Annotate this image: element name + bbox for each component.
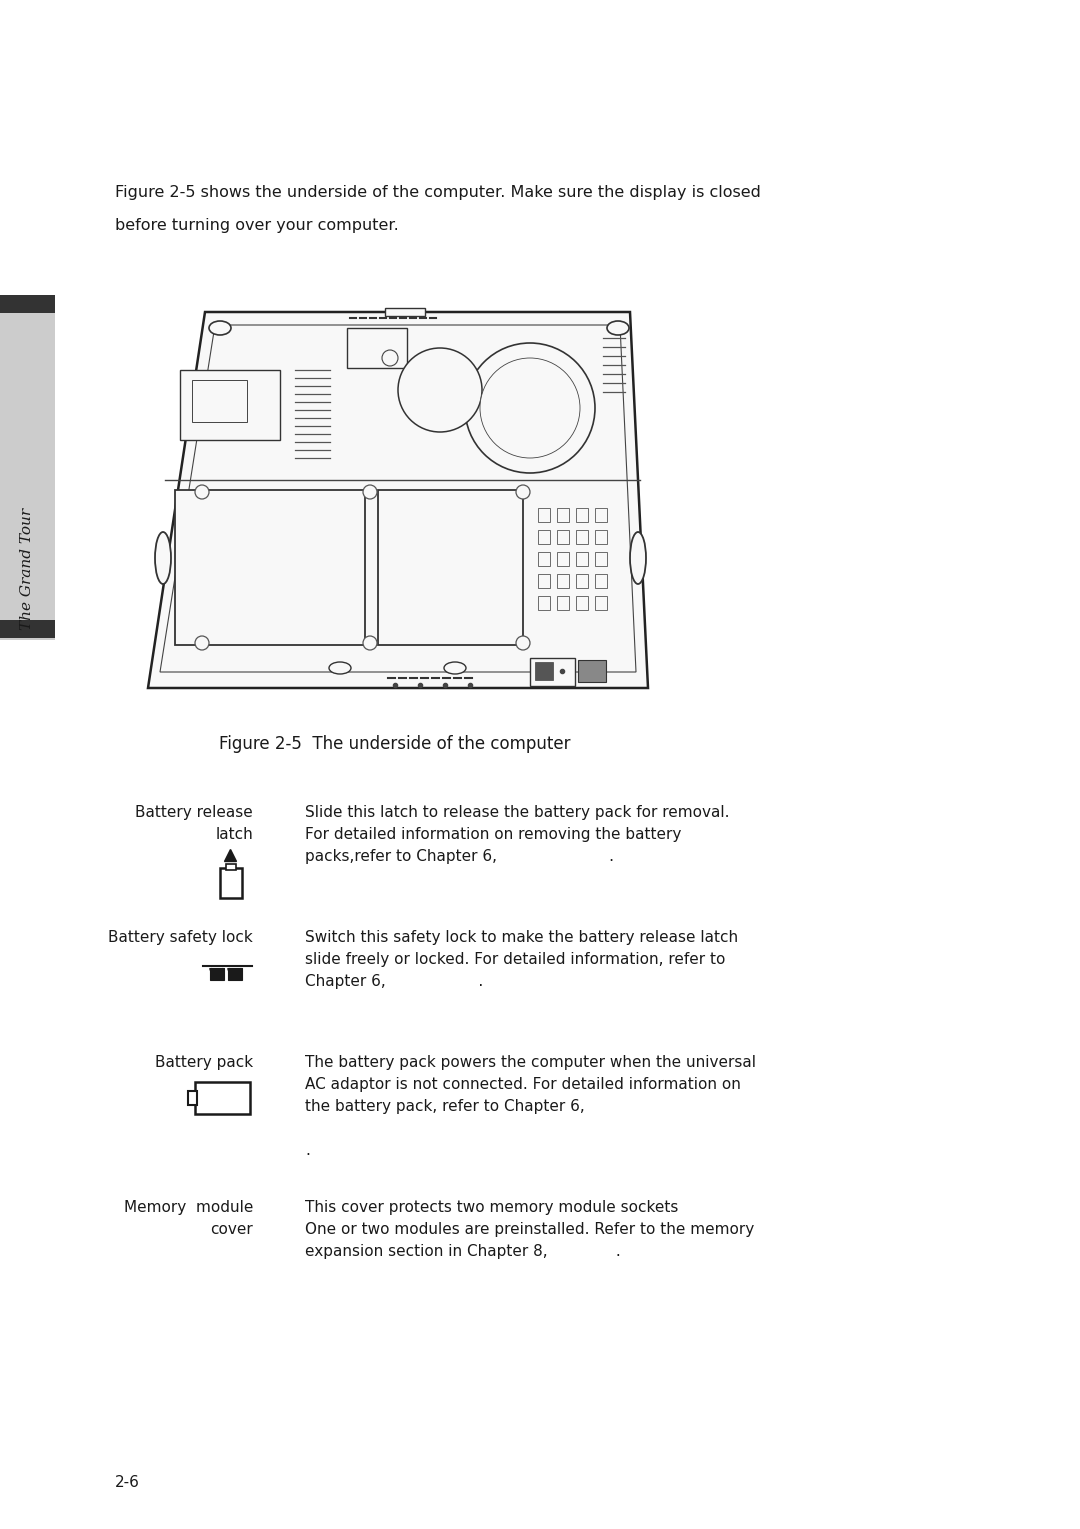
- Text: Switch this safety lock to make the battery release latch: Switch this safety lock to make the batt…: [305, 930, 738, 945]
- Bar: [557, 596, 569, 610]
- Bar: [595, 573, 607, 589]
- Ellipse shape: [630, 532, 646, 584]
- Text: expansion section in Chapter 8,              .: expansion section in Chapter 8, .: [305, 1245, 621, 1258]
- Polygon shape: [148, 312, 648, 688]
- Circle shape: [480, 358, 580, 459]
- Text: Battery pack: Battery pack: [154, 1055, 253, 1070]
- Bar: [0, 295, 55, 313]
- Bar: [175, 489, 365, 645]
- Text: Figure 2-5  The underside of the computer: Figure 2-5 The underside of the computer: [219, 735, 570, 752]
- Bar: [378, 489, 523, 645]
- Bar: [576, 552, 588, 566]
- Text: Figure 2-5 shows the underside of the computer. Make sure the display is closed: Figure 2-5 shows the underside of the co…: [114, 185, 761, 200]
- Bar: [538, 596, 550, 610]
- Text: the battery pack, refer to Chapter 6,: the battery pack, refer to Chapter 6,: [305, 1099, 584, 1115]
- Circle shape: [382, 350, 399, 365]
- Text: Chapter 6,                   .: Chapter 6, .: [305, 974, 483, 989]
- Bar: [576, 596, 588, 610]
- Bar: [384, 307, 426, 317]
- Text: One or two modules are preinstalled. Refer to the memory: One or two modules are preinstalled. Ref…: [305, 1222, 754, 1237]
- Bar: [557, 508, 569, 521]
- Bar: [578, 661, 606, 682]
- Bar: [576, 531, 588, 544]
- Circle shape: [516, 636, 530, 650]
- Text: before turning over your computer.: before turning over your computer.: [114, 219, 399, 232]
- Circle shape: [195, 636, 210, 650]
- Bar: [595, 508, 607, 521]
- Circle shape: [363, 485, 377, 498]
- Text: The battery pack powers the computer when the universal: The battery pack powers the computer whe…: [305, 1055, 756, 1070]
- Text: slide freely or locked. For detailed information, refer to: slide freely or locked. For detailed inf…: [305, 953, 726, 966]
- Text: latch: latch: [215, 827, 253, 842]
- Bar: [535, 662, 553, 680]
- Text: packs,refer to Chapter 6,                       .: packs,refer to Chapter 6, .: [305, 849, 615, 864]
- Ellipse shape: [156, 532, 171, 584]
- Text: Memory  module: Memory module: [123, 1200, 253, 1216]
- Bar: [595, 552, 607, 566]
- Bar: [538, 508, 550, 521]
- Bar: [226, 864, 237, 870]
- Ellipse shape: [329, 662, 351, 674]
- Bar: [347, 329, 407, 368]
- Text: 2-6: 2-6: [114, 1475, 140, 1489]
- Bar: [576, 508, 588, 521]
- Bar: [557, 531, 569, 544]
- Text: cover: cover: [211, 1222, 253, 1237]
- Bar: [210, 968, 224, 980]
- Text: Battery release: Battery release: [135, 804, 253, 820]
- Text: Battery safety lock: Battery safety lock: [108, 930, 253, 945]
- Circle shape: [516, 485, 530, 498]
- Bar: [0, 295, 55, 641]
- Bar: [538, 573, 550, 589]
- Bar: [538, 552, 550, 566]
- Text: Slide this latch to release the battery pack for removal.: Slide this latch to release the battery …: [305, 804, 729, 820]
- Ellipse shape: [210, 321, 231, 335]
- Bar: [228, 968, 242, 980]
- Text: For detailed information on removing the battery: For detailed information on removing the…: [305, 827, 681, 842]
- Text: This cover protects two memory module sockets: This cover protects two memory module so…: [305, 1200, 678, 1216]
- Ellipse shape: [607, 321, 629, 335]
- Bar: [220, 868, 242, 898]
- Ellipse shape: [444, 662, 465, 674]
- Text: .: .: [305, 1144, 310, 1157]
- Bar: [0, 619, 55, 638]
- Bar: [180, 370, 280, 440]
- Bar: [595, 596, 607, 610]
- Circle shape: [363, 636, 377, 650]
- Bar: [195, 1083, 249, 1115]
- Text: The Grand Tour: The Grand Tour: [21, 508, 33, 630]
- Bar: [576, 573, 588, 589]
- Circle shape: [465, 342, 595, 472]
- Bar: [557, 552, 569, 566]
- Bar: [557, 573, 569, 589]
- Text: AC adaptor is not connected. For detailed information on: AC adaptor is not connected. For detaile…: [305, 1076, 741, 1092]
- Bar: [595, 531, 607, 544]
- Bar: [188, 1092, 197, 1105]
- Bar: [192, 381, 247, 422]
- Circle shape: [195, 485, 210, 498]
- Circle shape: [399, 349, 482, 433]
- Bar: [530, 657, 575, 687]
- Bar: [538, 531, 550, 544]
